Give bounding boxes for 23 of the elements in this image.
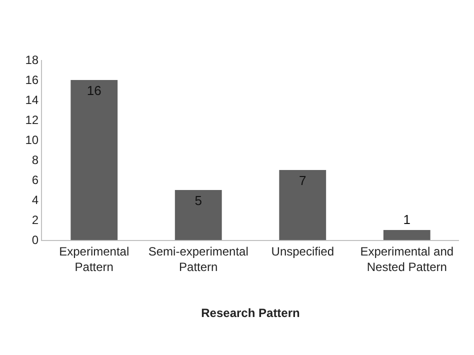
bar xyxy=(174,190,222,240)
y-tick-label: 0 xyxy=(32,233,39,248)
x-axis-title: Research Pattern xyxy=(201,306,300,320)
data-label: 16 xyxy=(86,83,102,98)
y-tick-label: 10 xyxy=(25,133,39,148)
y-tick-label: 14 xyxy=(25,93,39,108)
x-tick-label: Semi-experimental Pattern xyxy=(148,244,248,274)
bar xyxy=(383,230,430,240)
y-tick-label: 4 xyxy=(32,193,39,208)
y-tick-label: 12 xyxy=(25,113,39,128)
x-tick-label: Experimental and Nested Pattern xyxy=(360,244,454,274)
data-label: 1 xyxy=(403,212,410,227)
x-tick-label: Unspecified xyxy=(271,244,334,258)
x-tick-label: Experimental Pattern xyxy=(59,244,130,274)
data-label: 7 xyxy=(299,173,306,188)
y-tick-label: 16 xyxy=(25,73,39,88)
y-tick-label: 18 xyxy=(25,53,39,68)
y-tick-label: 8 xyxy=(32,153,39,168)
data-label: 5 xyxy=(194,193,202,208)
y-tick-label: 2 xyxy=(32,213,39,228)
bar xyxy=(70,80,118,240)
bar xyxy=(279,170,326,240)
y-tick-label: 6 xyxy=(32,173,39,188)
